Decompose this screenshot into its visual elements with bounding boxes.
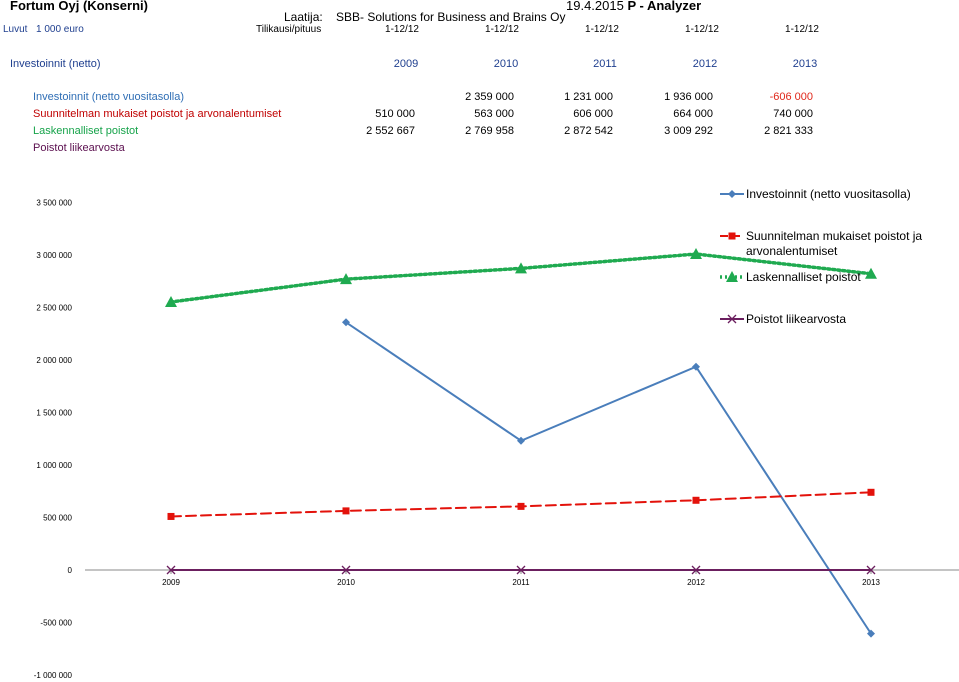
data-point-triangle (690, 248, 702, 260)
data-point-diamond (728, 190, 736, 198)
table-cell: 563 000 (474, 108, 514, 120)
data-point-x (516, 565, 526, 575)
row-label: Investoinnit (netto vuositasolla) (33, 91, 185, 103)
year-2010: 2010 (493, 58, 519, 70)
table-cell: 510 000 (375, 108, 415, 120)
period-2012: 1-12/12 (685, 24, 719, 35)
table-cell: 3 009 292 (664, 125, 713, 137)
data-point-square (867, 488, 875, 496)
x-tick-label: 2012 (687, 578, 705, 587)
year-2012: 2012 (692, 58, 718, 70)
series-line (345, 321, 872, 635)
company-name: Fortum Oyj (Konserni) (10, 0, 148, 13)
table-cell: 2 821 333 (764, 125, 813, 137)
y-tick-label: -1 000 000 (34, 671, 73, 680)
data-point-square (167, 512, 175, 520)
units-value: 1 000 euro (36, 24, 84, 35)
table-cell: 664 000 (673, 108, 713, 120)
y-tick-label: 2 000 000 (36, 356, 72, 365)
data-point-x (727, 314, 737, 324)
table-cell: 1 936 000 (664, 91, 713, 103)
data-point-diamond (692, 362, 700, 371)
table-cell: 606 000 (573, 108, 613, 120)
table-cell: 1 231 000 (564, 91, 613, 103)
x-tick-label: 2009 (162, 578, 180, 587)
data-point-triangle (340, 273, 352, 285)
period-2010: 1-12/12 (485, 24, 519, 35)
legend-label: Poistot liikearvosta (746, 312, 846, 326)
author-name: SBB- Solutions for Business and Brains O… (336, 10, 566, 24)
data-point-x (691, 565, 701, 575)
row-label: Poistot liikearvosta (33, 142, 125, 154)
legend-label: Suunnitelman mukaiset poistot ja arvonale… (746, 229, 922, 258)
data-point-square (342, 507, 350, 515)
table-cell: 2 552 667 (366, 125, 415, 137)
x-tick-label: 2013 (862, 578, 880, 587)
period-2013: 1-12/12 (785, 24, 819, 35)
row-label: Laskennalliset poistot (33, 125, 139, 137)
y-tick-label: -500 000 (40, 619, 72, 628)
y-tick-label: 2 500 000 (36, 304, 72, 313)
data-point-square (692, 496, 700, 504)
table-cell: 2 872 542 (564, 125, 613, 137)
y-tick-label: 1 500 000 (36, 409, 72, 418)
y-tick-label: 500 000 (43, 514, 72, 523)
y-tick-label: 0 (68, 566, 73, 575)
year-2009: 2009 (393, 58, 419, 70)
period-label: Tilikausi/pituus (256, 24, 322, 35)
table-cell: 740 000 (773, 108, 813, 120)
data-point-square (728, 232, 736, 240)
data-point-square (517, 502, 525, 510)
report-header-date: 19.4.2015 P - Analyzer (566, 0, 701, 13)
app-name: P - Analyzer (627, 0, 702, 13)
year-2013: 2013 (792, 58, 818, 70)
legend-label: Laskennalliset poistot (746, 270, 861, 284)
data-point-triangle (515, 262, 527, 274)
row-label: Suunnitelman mukaiset poistot ja arvonal… (33, 108, 282, 120)
legend-label: Investoinnit (netto vuositasolla) (746, 187, 911, 201)
data-point-triangle (726, 271, 738, 282)
section-title: Investoinnit (netto) (10, 58, 101, 70)
data-point-diamond (342, 318, 350, 327)
period-2011: 1-12/12 (585, 24, 619, 35)
year-2011: 2011 (593, 58, 617, 70)
data-point-x (866, 565, 876, 575)
data-point-triangle (165, 295, 177, 307)
x-tick-label: 2011 (512, 578, 530, 587)
author-label: Laatija: (284, 10, 323, 24)
report-date: 19.4.2015 (566, 0, 624, 13)
period-2009: 1-12/12 (385, 24, 419, 35)
y-tick-label: 3 000 000 (36, 251, 72, 260)
table-cell: -606 000 (769, 91, 813, 103)
table-cell: 2 769 958 (465, 125, 514, 137)
x-tick-label: 2010 (337, 578, 355, 587)
data-point-x (341, 565, 351, 575)
data-point-diamond (867, 629, 875, 638)
table-cell: 2 359 000 (465, 91, 514, 103)
y-tick-label: 3 500 000 (36, 199, 72, 208)
units-label: Luvut (3, 24, 28, 35)
data-point-x (166, 565, 176, 575)
data-point-triangle (865, 267, 877, 279)
data-point-diamond (517, 436, 525, 445)
y-tick-label: 1 000 000 (36, 461, 72, 470)
